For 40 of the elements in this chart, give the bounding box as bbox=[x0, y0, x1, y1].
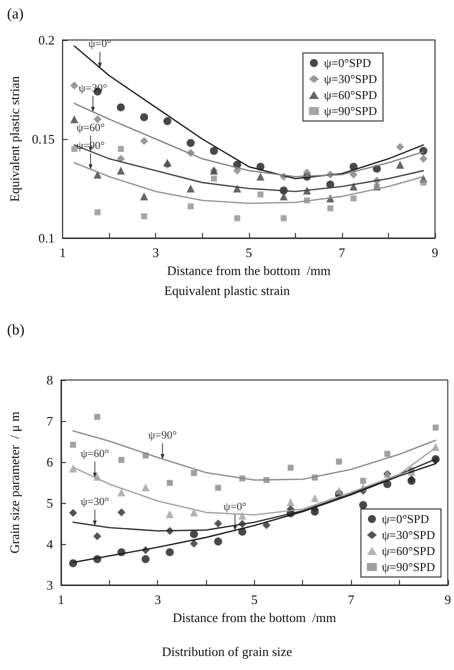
legend-label: ψ=90°SPD bbox=[382, 560, 436, 574]
y-tick-label: 5 bbox=[46, 496, 53, 510]
x-tick-label: 1 bbox=[59, 245, 66, 260]
y-tick-label: 7 bbox=[46, 414, 54, 428]
x-tick-label: 3 bbox=[154, 592, 161, 607]
x-tick-label: 5 bbox=[246, 245, 252, 260]
legend-label: ψ=30°SPD bbox=[324, 72, 378, 86]
y-tick-label: 0.1 bbox=[38, 230, 55, 246]
legend-label: ψ=30°SPD bbox=[382, 528, 436, 542]
x-tick-label: 3 bbox=[152, 245, 159, 260]
legend-label: ψ=90°SPD bbox=[324, 104, 378, 118]
y-tick-label: 0.2 bbox=[38, 32, 55, 48]
annotation: ψ=90° bbox=[148, 430, 177, 442]
chart-title: (a) bbox=[7, 6, 24, 22]
legend-label: ψ=0°SPD bbox=[324, 56, 372, 70]
legend-label: ψ=60°SPD bbox=[324, 88, 378, 102]
y-tick-label: 3 bbox=[46, 578, 53, 592]
annotation: ψ=60° bbox=[76, 122, 105, 134]
y-tick-label: 8 bbox=[46, 372, 53, 388]
y-tick-label: 6 bbox=[46, 454, 54, 470]
legend-label: ψ=60°SPD bbox=[382, 544, 436, 558]
text: Equivalent plastic strain bbox=[164, 283, 290, 298]
x-tick-label: 7 bbox=[348, 592, 355, 607]
y-axis-title: Equivalent plastic strian bbox=[7, 76, 22, 202]
y-axis-title: Grain size parameter / μ m bbox=[7, 412, 22, 554]
text: Distribution of grain size bbox=[162, 644, 292, 659]
annotation: ψ=0° bbox=[224, 500, 247, 513]
annotation: ψ=30° bbox=[80, 496, 110, 508]
y-tick-label: 4 bbox=[46, 536, 54, 552]
legend-label: ψ=0°SPD bbox=[382, 512, 430, 526]
x-tick-label: 9 bbox=[432, 245, 438, 260]
x-tick-label: 5 bbox=[251, 592, 258, 607]
x-tick-label: 9 bbox=[444, 592, 451, 607]
annotation: ψ=60° bbox=[80, 448, 110, 460]
x-tick-label: 1 bbox=[58, 592, 64, 607]
x-axis-title: Distance from the bottom /mm bbox=[172, 610, 336, 625]
chart-title: (b) bbox=[7, 322, 24, 338]
y-tick-label: 0.15 bbox=[32, 132, 55, 146]
x-axis-title: Distance from the bottom /mm bbox=[167, 262, 331, 278]
x-tick-label: 7 bbox=[338, 245, 346, 260]
